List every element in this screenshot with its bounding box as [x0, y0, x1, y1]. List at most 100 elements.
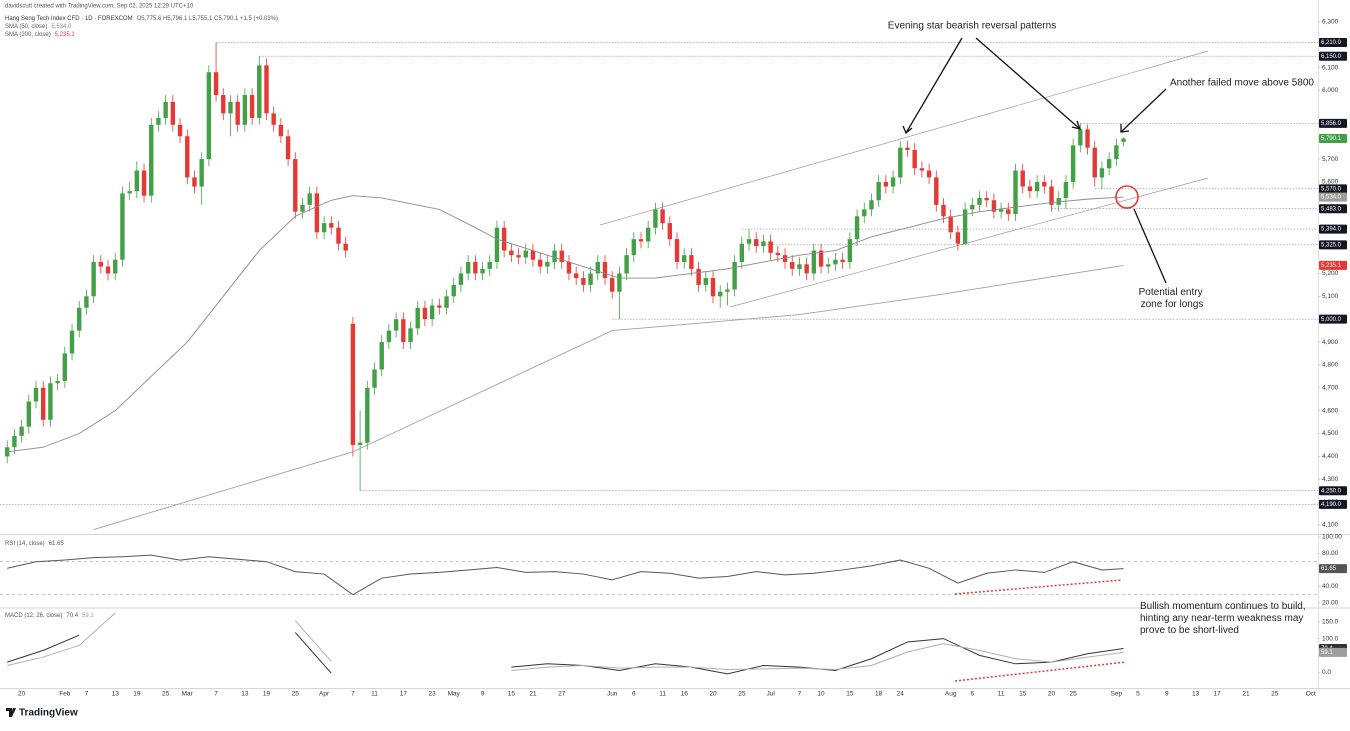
candle-body [444, 296, 449, 308]
x-tick-label: 24 [897, 691, 905, 698]
annotation: Evening star bearish reversal patterns [888, 21, 1056, 32]
rsi-title: RSI (14, close) [5, 541, 45, 547]
candle-body [638, 239, 644, 242]
x-tick-label: 10 [817, 691, 825, 698]
candle-body [653, 209, 658, 228]
candle-body [645, 227, 651, 242]
price-marker-box [1319, 260, 1347, 270]
candle-body [415, 307, 420, 329]
x-tick-label: 18 [875, 691, 883, 698]
candle-body [213, 72, 219, 96]
candle-body [905, 147, 910, 150]
macd-divergence-line [954, 661, 1127, 682]
candle-body [357, 442, 363, 445]
candle-body [530, 250, 536, 260]
candle-body [163, 101, 168, 118]
annotation: Bullish momentum continues to build, hin… [1140, 601, 1308, 636]
candle-body [847, 239, 853, 263]
y-tick-label: 4,800 [1322, 362, 1339, 369]
x-tick-label: 6 [970, 691, 974, 698]
candle-body [854, 216, 860, 240]
x-tick-label: 25 [162, 691, 170, 698]
x-tick-label: Aug [945, 691, 957, 698]
candle-body [912, 149, 917, 169]
y-tick-label: 5,600 [1322, 179, 1339, 186]
candle-body [307, 193, 312, 205]
price-marker-label: 5,235.1 [1321, 263, 1342, 269]
y-tick-label: 4,700 [1322, 385, 1339, 392]
candle-body [429, 305, 435, 320]
y-tick-label: 6,100 [1322, 64, 1339, 71]
candle-body [602, 262, 608, 279]
level-label-box [1319, 486, 1347, 496]
sma200-legend: SMA (200, close) 5,235.1 [5, 32, 75, 38]
candle-body [588, 273, 593, 285]
x-tick-label: Jul [766, 691, 775, 698]
x-tick-label: 15 [846, 691, 854, 698]
candle-body [199, 159, 204, 187]
candle-body [833, 259, 838, 265]
price-marker-box [1319, 192, 1347, 202]
candle-body [422, 307, 428, 320]
x-tick-label: 9 [1165, 691, 1169, 698]
candle-body [393, 319, 399, 331]
candle-body [278, 124, 284, 137]
y-tick-label: 40.00 [1322, 583, 1339, 590]
arrow [975, 37, 1081, 130]
candle-body [264, 65, 269, 114]
candle-body [674, 239, 680, 263]
level-label-box [1319, 499, 1347, 509]
level-label-box [1319, 37, 1347, 47]
y-tick-label: 4,500 [1322, 430, 1339, 437]
candle-body [516, 255, 521, 258]
candle-body [537, 259, 543, 267]
x-tick-label: 7 [85, 691, 89, 698]
candle-body [134, 170, 140, 192]
candle-body [1092, 147, 1097, 178]
y-tick-label: 4,900 [1322, 339, 1339, 346]
candle-body [883, 181, 889, 187]
candle-body [329, 223, 334, 228]
x-tick-label: 21 [1242, 691, 1250, 698]
candle-body [696, 268, 701, 285]
y-tick-label: 4,400 [1322, 453, 1339, 460]
level-label: 5,325.0 [1321, 242, 1342, 248]
candle-body [386, 330, 392, 343]
candle-body [487, 262, 492, 269]
candle-body [509, 250, 514, 256]
level-label: 5,000.0 [1321, 317, 1342, 323]
x-tick-label: 20 [709, 691, 717, 698]
level-label: 6,150.0 [1321, 54, 1342, 60]
candle-body [934, 177, 939, 205]
price-marker-box [1319, 647, 1347, 657]
candle-body [465, 262, 471, 274]
candle-body [710, 278, 716, 297]
logo-icon [6, 708, 16, 717]
level-label: 5,483.0 [1321, 206, 1342, 212]
candle-body [689, 255, 694, 269]
x-tick-label: Mar [182, 691, 194, 698]
candle-body [98, 262, 104, 267]
candle-body [876, 181, 881, 201]
candle-body [523, 250, 528, 258]
candle-body [804, 264, 809, 274]
annotation-line: Potential entry [1139, 287, 1203, 298]
x-tick-label: 13 [112, 691, 120, 698]
level-label: 5,570.0 [1321, 186, 1342, 192]
candle-body [300, 204, 305, 212]
candle-body [321, 223, 327, 233]
y-tick-label: 4,300 [1322, 476, 1339, 483]
x-tick-label: 15 [508, 691, 516, 698]
candle-body [761, 241, 766, 247]
candle-body [293, 159, 298, 212]
candle-body [206, 72, 212, 160]
candle-body [177, 124, 183, 137]
y-tick-label: 5,700 [1322, 156, 1339, 163]
candle-body [624, 255, 629, 274]
candle-body [33, 387, 39, 402]
arrow-head [902, 125, 913, 135]
candle-body [1049, 186, 1054, 205]
series-line [7, 195, 1124, 453]
arrow-head [1120, 124, 1130, 133]
